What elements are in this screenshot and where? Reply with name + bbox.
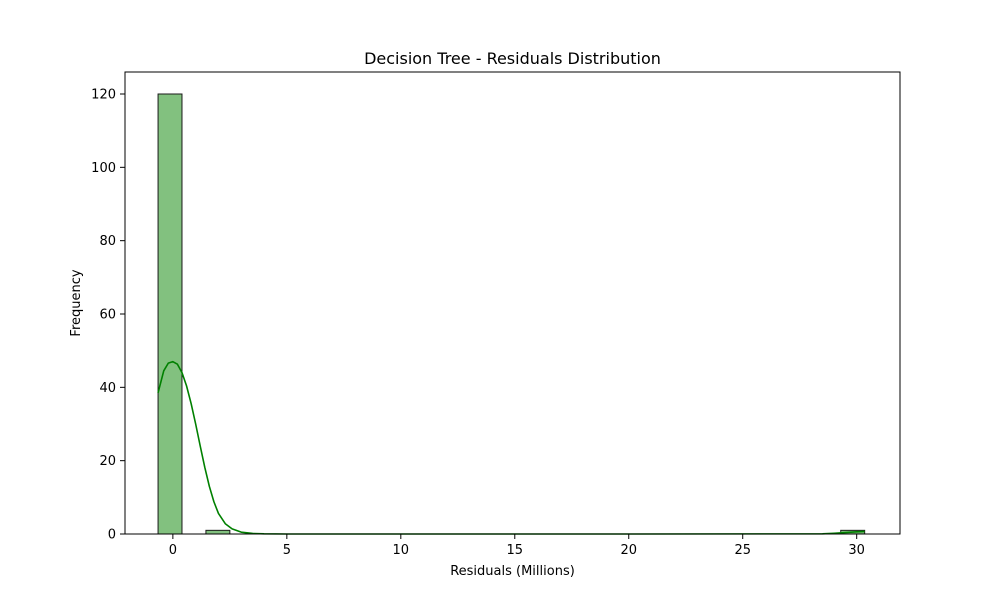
x-axis-label: Residuals (Millions)	[450, 564, 575, 579]
x-tick-label: 20	[620, 543, 637, 558]
x-tick-label: 5	[283, 543, 291, 558]
y-tick-label: 120	[91, 88, 116, 103]
x-tick-label: 30	[848, 543, 865, 558]
y-tick-label: 60	[99, 308, 116, 323]
x-tick-label: 10	[393, 543, 410, 558]
plot-frame	[124, 71, 901, 535]
x-axis-ticks: 0 5 10 15 20 25 30	[169, 534, 865, 558]
y-axis-label: Frequency	[69, 269, 84, 336]
histogram-bar	[157, 93, 183, 535]
y-tick-label: 40	[99, 381, 116, 396]
histogram-bar	[205, 529, 231, 535]
y-tick-label: 100	[91, 161, 116, 176]
x-tick-label: 15	[507, 543, 524, 558]
chart-title: Decision Tree - Residuals Distribution	[364, 49, 661, 68]
y-tick-label: 80	[99, 234, 116, 249]
x-tick-label: 0	[169, 543, 177, 558]
y-tick-label: 20	[99, 454, 116, 469]
y-axis-ticks: 0 20 40 60 80 100 120	[91, 88, 125, 543]
y-tick-label: 0	[108, 528, 116, 543]
x-tick-label: 25	[734, 543, 751, 558]
